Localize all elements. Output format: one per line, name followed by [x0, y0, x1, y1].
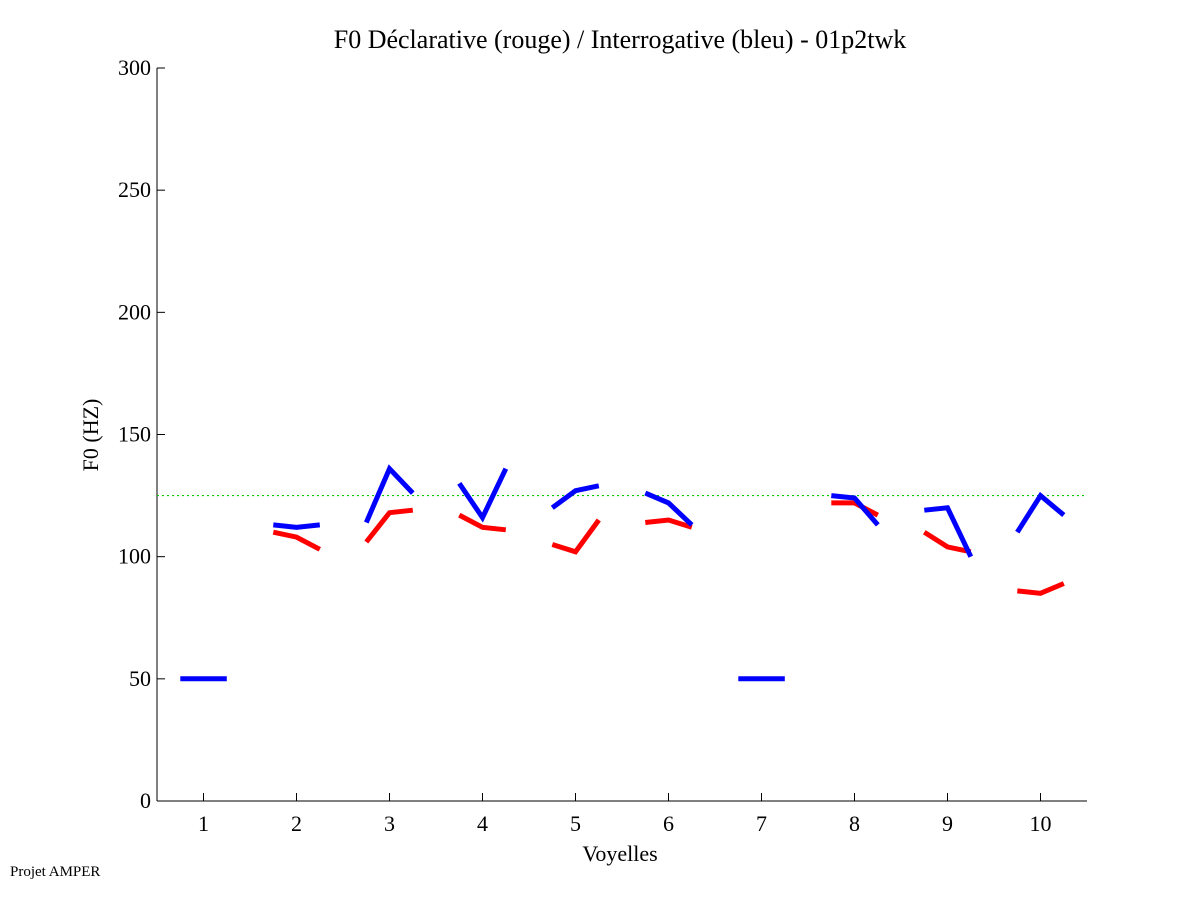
x-tick-label: 7 [756, 811, 767, 836]
declarative-segment-vowel-5 [551, 518, 601, 555]
x-ticks: 1 2 3 4 5 6 7 8 9 10 [198, 793, 1052, 836]
interrogative-series [180, 464, 1066, 682]
declarative-segment-vowel-9 [922, 530, 972, 555]
x-tick-label: 1 [198, 811, 209, 836]
interrogative-segment-vowel-8 [831, 493, 880, 527]
y-axis-label: F0 (HZ) [78, 399, 103, 472]
chart-title: F0 Déclarative (rouge) / Interrogative (… [334, 25, 907, 54]
x-tick-label: 5 [570, 811, 581, 836]
plot-area [156, 68, 1087, 802]
series-layer [180, 464, 1066, 682]
interrogative-segment-vowel-5 [550, 483, 600, 510]
declarative-segment-vowel-2 [272, 529, 321, 552]
x-tick-label: 9 [942, 811, 953, 836]
y-tick-label: 300 [118, 55, 151, 80]
y-tick-label: 200 [118, 299, 151, 324]
x-tick-label: 4 [477, 811, 488, 836]
interrogative-segment-vowel-9 [924, 505, 974, 558]
y-ticks: 0 50 100 150 200 250 300 [118, 55, 165, 813]
x-tick-label: 10 [1030, 811, 1052, 836]
y-tick-label: 0 [140, 788, 151, 813]
x-tick-label: 2 [291, 811, 302, 836]
credit-label: Projet AMPER [10, 864, 101, 880]
declarative-series [272, 500, 1065, 596]
x-tick-label: 6 [663, 811, 674, 836]
y-tick-label: 100 [118, 544, 151, 569]
y-tick-label: 50 [129, 666, 151, 691]
declarative-segment-vowel-6 [645, 517, 693, 530]
axes-box [157, 68, 1087, 801]
x-tick-label: 3 [384, 811, 395, 836]
y-tick-label: 150 [118, 422, 151, 447]
y-tick-label: 250 [118, 177, 151, 202]
interrogative-segment-vowel-10 [1015, 491, 1066, 534]
interrogative-segment-vowel-3 [364, 464, 415, 524]
interrogative-segment-vowel-4 [457, 467, 509, 523]
declarative-segment-vowel-8 [831, 500, 879, 518]
interrogative-segment-vowel-6 [644, 490, 694, 527]
declarative-segment-vowel-4 [458, 512, 507, 533]
x-axis-label: Voyelles [582, 841, 657, 866]
interrogative-segment-vowel-2 [273, 522, 321, 530]
declarative-segment-vowel-3 [364, 507, 414, 544]
x-tick-label: 8 [849, 811, 860, 836]
declarative-segment-vowel-10 [1017, 581, 1065, 596]
